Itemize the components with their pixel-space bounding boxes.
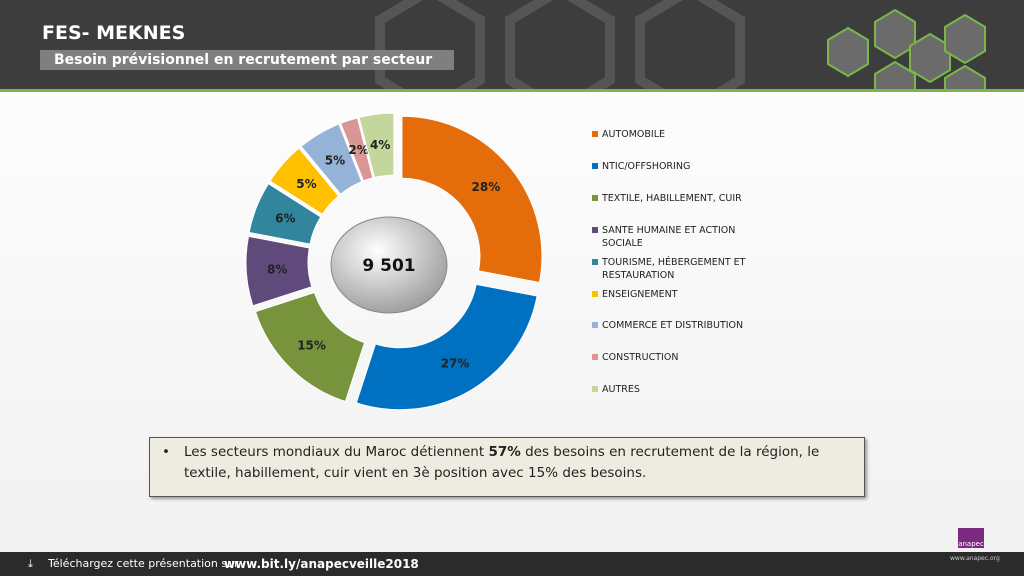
legend-item: NTIC/OFFSHORING <box>592 160 772 173</box>
logo: anapec <box>958 528 984 548</box>
legend-item: TEXTILE, HABILLEMENT, CUIR <box>592 192 772 205</box>
center-label: 9 501 <box>362 256 415 276</box>
subtitle: Besoin prévisionnel en recrutement par s… <box>40 50 454 70</box>
value-label: 5% <box>296 177 316 191</box>
donut-slice <box>358 112 395 179</box>
value-label: 28% <box>472 180 501 194</box>
donut-slice <box>300 123 363 195</box>
value-label: 6% <box>275 212 295 226</box>
donut-slice <box>254 291 366 403</box>
hex-pattern <box>375 0 986 89</box>
legend-label: TOURISME, HÉBERGEMENT ET RESTAURATION <box>602 256 746 281</box>
note-box: Les secteurs mondiaux du Maroc détiennen… <box>149 437 865 497</box>
value-label: 2% <box>348 143 368 157</box>
legend-label: SANTE HUMAINE ET ACTION SOCIALE <box>602 224 736 249</box>
legend-swatch <box>592 258 598 265</box>
note-text: des besoins en recrutement de la région,… <box>184 444 820 481</box>
donut-slice <box>355 283 538 411</box>
legend-swatch <box>592 194 598 201</box>
legend-item: COMMERCE ET DISTRIBUTION <box>592 319 772 332</box>
legend-item: ENSEIGNEMENT <box>592 288 772 301</box>
value-label: 8% <box>267 262 287 276</box>
legend-item: AUTRES <box>592 383 772 396</box>
title: FES- MEKNES <box>42 22 186 44</box>
legend-label: CONSTRUCTION <box>602 352 679 364</box>
legend-swatch <box>592 290 598 297</box>
donut-slice <box>245 235 313 307</box>
legend-item: TOURISME, HÉBERGEMENT ET RESTAURATION <box>592 256 772 282</box>
footer-link: www.bit.ly/anapecveille2018 <box>224 557 419 571</box>
note-text: Les secteurs mondiaux du Maroc détiennen… <box>184 444 489 460</box>
legend-swatch <box>592 322 598 329</box>
legend-label: AUTRES <box>602 384 640 396</box>
footer-text: Téléchargez cette présentation sur <box>48 557 239 570</box>
legend-item: SANTE HUMAINE ET ACTION SOCIALE <box>592 224 772 250</box>
legend-label: COMMERCE ET DISTRIBUTION <box>602 320 744 332</box>
footer: ⤓ Téléchargez cette présentation sur www… <box>0 552 1024 576</box>
legend-item: AUTOMOBILE <box>592 128 772 141</box>
download-icon: ⤓ <box>28 557 33 570</box>
note-bold: 57% <box>488 444 521 460</box>
donut-slice <box>401 115 543 284</box>
legend-swatch <box>592 131 598 137</box>
legend-label: ENSEIGNEMENT <box>602 288 678 300</box>
value-label: 15% <box>297 338 326 352</box>
value-label: 5% <box>325 153 345 167</box>
legend-swatch <box>592 386 598 393</box>
header: FES- MEKNES Besoin prévisionnel en recru… <box>0 0 1024 92</box>
legend-swatch <box>592 162 598 169</box>
center-disc <box>330 216 448 314</box>
site: www.anapec.org <box>950 555 1000 562</box>
legend-swatch <box>592 354 598 361</box>
value-label: 4% <box>370 138 390 152</box>
donut-slice <box>269 147 340 215</box>
donut-chart: 28%27%15%8%6%5%5%2% 4%9 501 <box>245 112 543 411</box>
legend-label: AUTOMOBILE <box>602 129 666 140</box>
legend-label: TEXTILE, HABILLEMENT, CUIR <box>602 192 742 204</box>
legend-swatch <box>592 226 598 233</box>
donut-slice <box>340 117 374 182</box>
value-label: 27% <box>441 357 470 371</box>
legend-label: NTIC/OFFSHORING <box>602 160 691 172</box>
legend-item: CONSTRUCTION <box>592 351 772 364</box>
donut-slice <box>248 182 322 245</box>
